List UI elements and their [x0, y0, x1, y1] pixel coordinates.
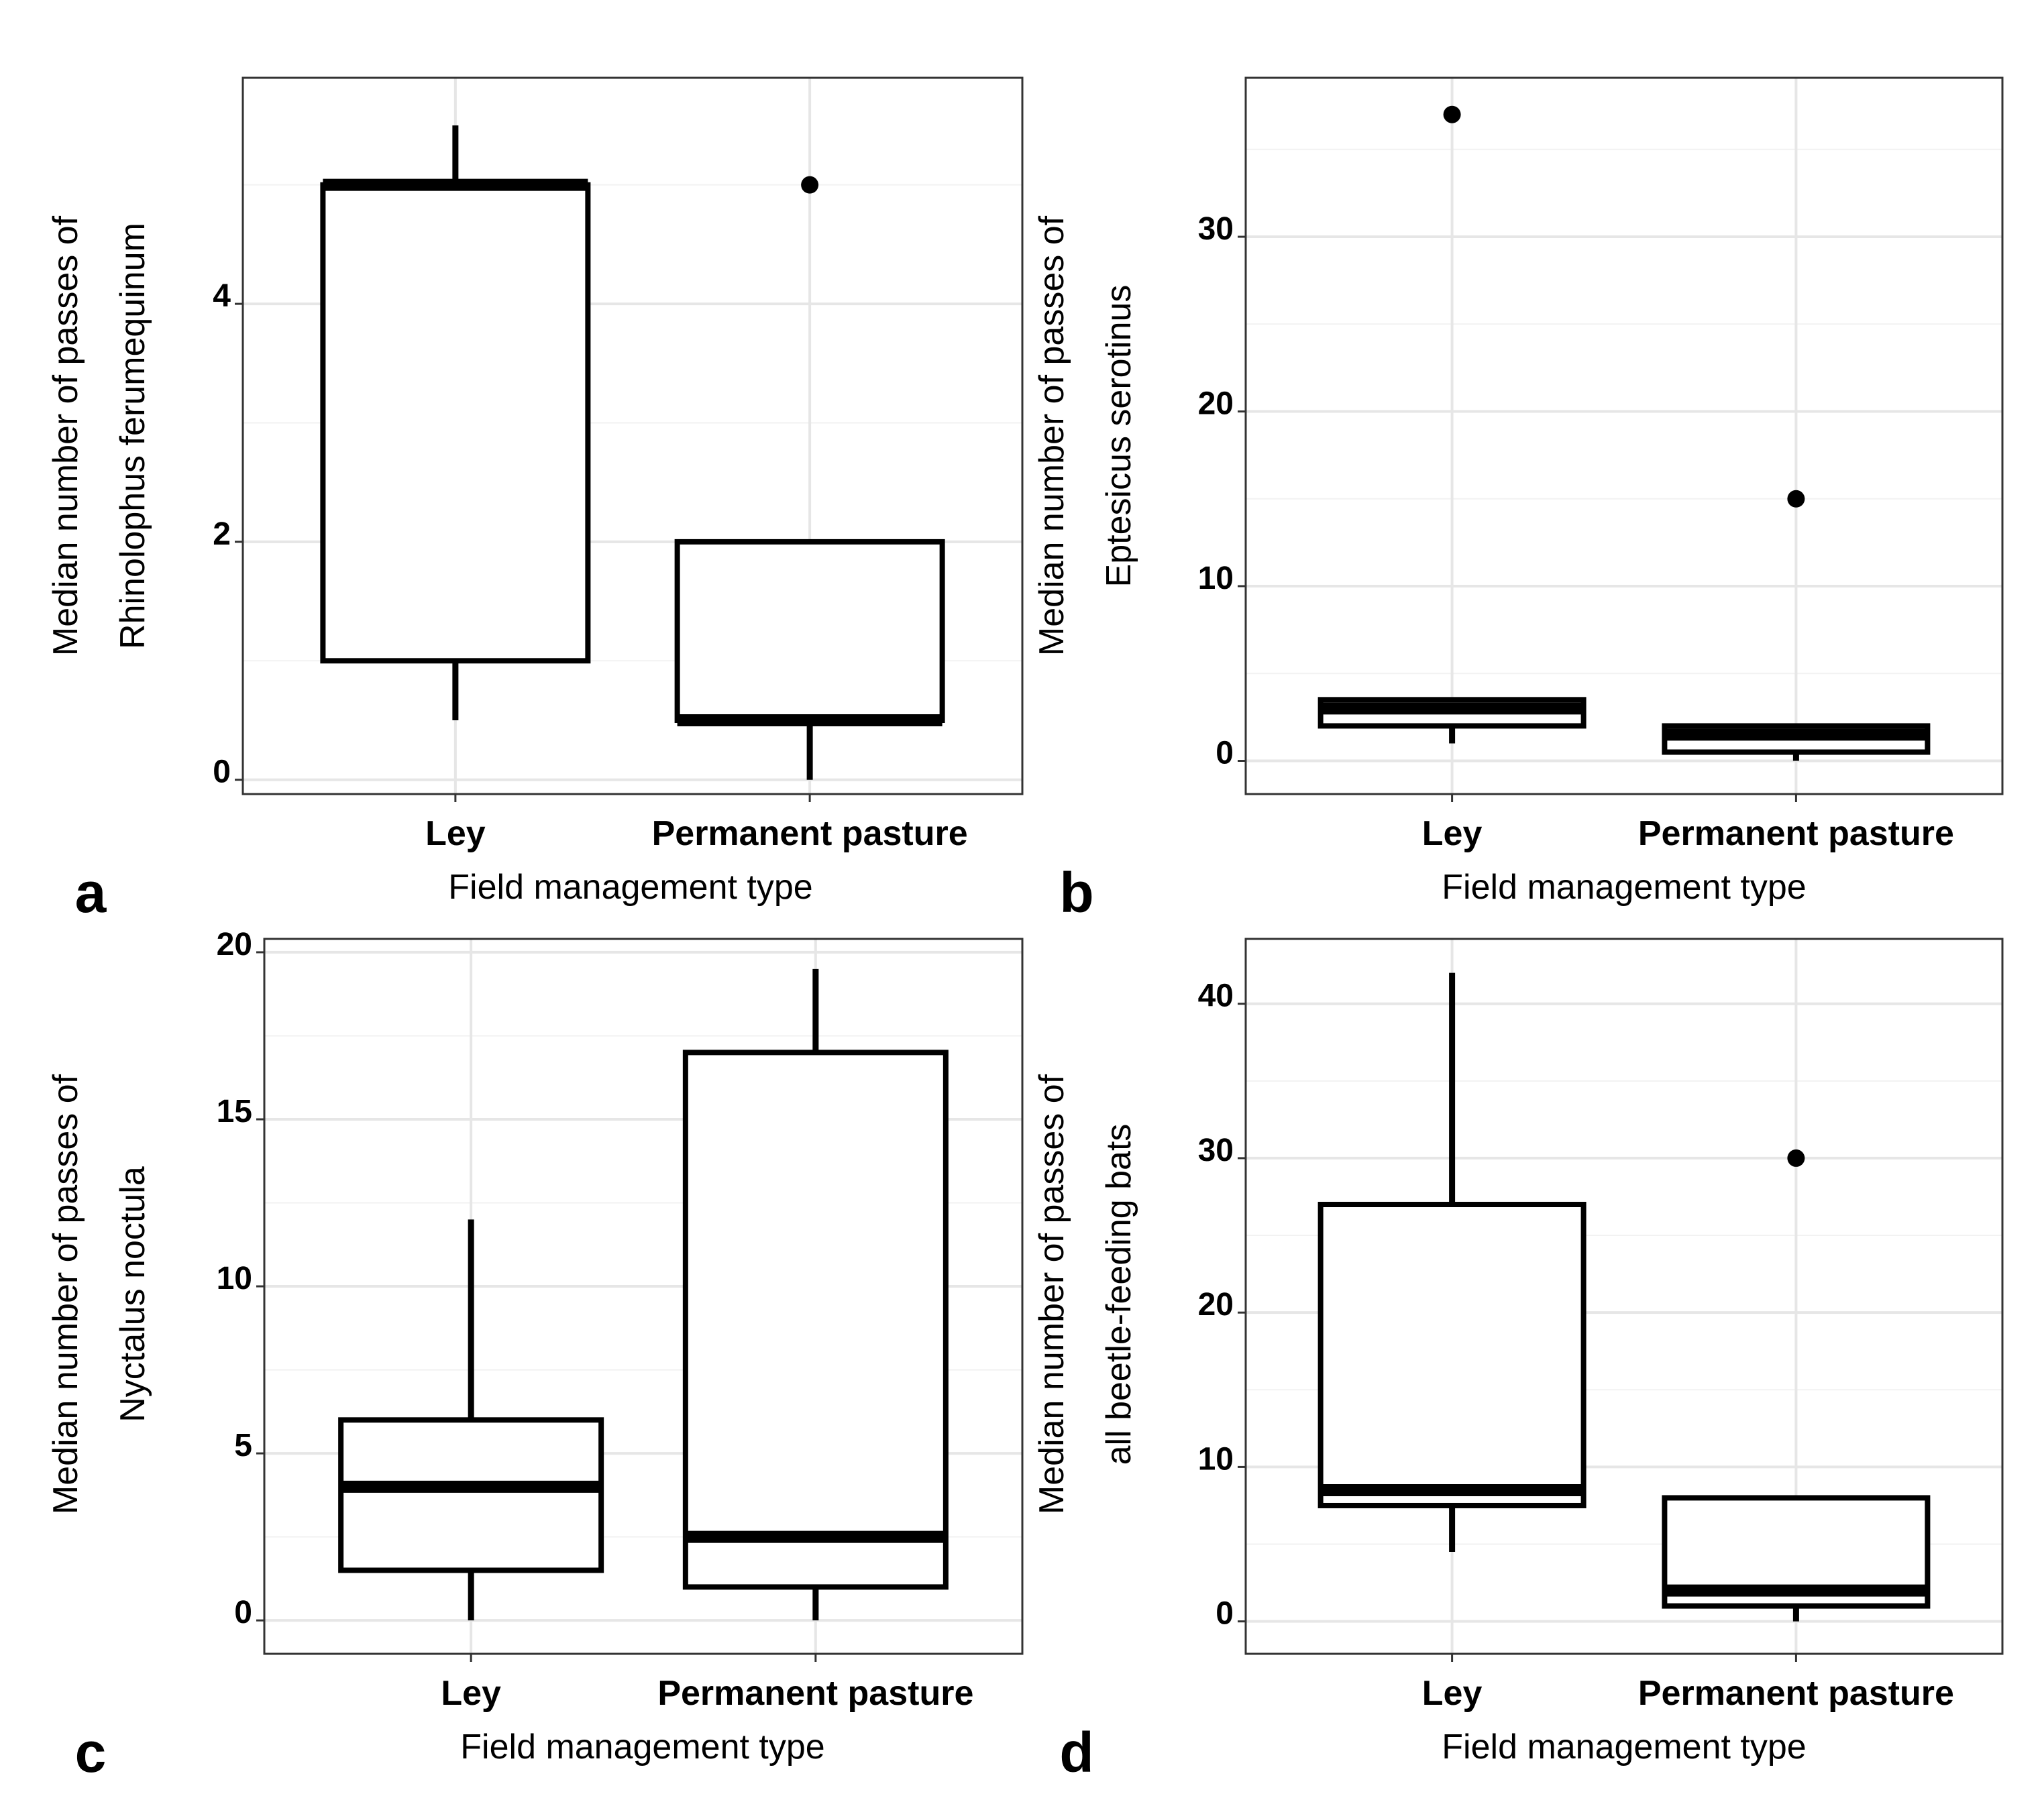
y-tick-label: 30	[1198, 1133, 1234, 1168]
panel-label: d	[1059, 1721, 1093, 1784]
y-axis-title-line-1: Median number of passes of	[46, 1074, 85, 1514]
y-tick-label: 10	[217, 1261, 252, 1296]
y-tick-label: 0	[1216, 736, 1234, 771]
y-tick-label: 20	[1198, 1287, 1234, 1323]
y-axis-title-line-2: Rhinolophus ferumequinum	[113, 223, 152, 649]
x-tick-label: Permanent pasture	[1638, 814, 1954, 853]
y-tick-label: 2	[213, 516, 231, 552]
panel-label: c	[75, 1721, 107, 1784]
y-tick-label: 0	[1216, 1596, 1234, 1632]
x-tick-label: Ley	[425, 814, 486, 853]
y-tick-label: 10	[1198, 1441, 1234, 1477]
outlier-point-permanent-pasture	[801, 176, 819, 194]
box-ley	[320, 182, 591, 664]
y-axis-title-line-1: Median number of passes of	[46, 215, 85, 656]
y-axis-title-line-1: Median number of passes of	[1032, 215, 1071, 656]
y-tick-label: 4	[213, 278, 231, 314]
y-tick-label: 15	[217, 1094, 252, 1129]
panel-label: a	[75, 861, 107, 924]
panel-label: b	[1059, 861, 1093, 924]
plot-border	[241, 76, 1024, 795]
x-tick-label: Permanent pasture	[1638, 1674, 1954, 1713]
panel-d: 0 10 20 30 40 Ley Permanent pasture Field manag…	[1032, 938, 2004, 1784]
y-tick-label: 40	[1198, 978, 1234, 1014]
y-tick-label: 5	[234, 1428, 252, 1463]
x-axis-title: Field management type	[1442, 868, 1806, 907]
x-axis-title: Field management type	[1442, 1728, 1806, 1766]
y-axis-title-line-2: Nyctalus noctula	[113, 1166, 152, 1422]
y-axis-title-line-2: Eptesicus serotinus	[1099, 285, 1138, 587]
outlier-point-ley	[1443, 105, 1461, 123]
plot-border	[1244, 938, 2004, 1655]
y-tick-label: 0	[213, 754, 231, 790]
y-tick-label: 20	[1198, 386, 1234, 422]
y-tick-label: 30	[1198, 211, 1234, 247]
plot-border	[1244, 76, 2004, 795]
x-axis-title: Field management type	[448, 868, 812, 907]
box-ley	[338, 1417, 604, 1573]
x-tick-label: Ley	[441, 1674, 501, 1713]
x-axis-title: Field management type	[460, 1728, 824, 1766]
panel-b: 0 10 20 30 Ley Permanent pasture Field managem…	[1032, 76, 2004, 924]
outlier-point-permanent-pasture	[1787, 490, 1805, 508]
y-axis-title-line-2: all beetle-feeding bats	[1099, 1124, 1138, 1465]
plot-background	[1246, 78, 2002, 794]
x-tick-label: Permanent pasture	[657, 1674, 973, 1713]
x-tick-label: Ley	[1422, 814, 1483, 853]
panel-c: 0 5 10 15 20 Ley Permanent pasture Field manage…	[46, 927, 1024, 1784]
y-tick-label: 10	[1198, 561, 1234, 596]
x-tick-label: Permanent pasture	[652, 814, 968, 853]
x-tick-label: Ley	[1422, 1674, 1483, 1713]
plot-border	[263, 938, 1024, 1655]
y-axis-title-line-1: Median number of passes of	[1032, 1074, 1071, 1514]
y-tick-label: 0	[234, 1595, 252, 1630]
box-permanent-pasture	[682, 1050, 949, 1590]
y-tick-label: 20	[217, 927, 252, 962]
panel-a: 0 2 4 Ley Permanent pasture Field management …	[46, 76, 1024, 924]
box-ley	[1317, 1202, 1586, 1508]
box-permanent-pasture	[674, 539, 945, 724]
outlier-point-permanent-pasture	[1787, 1149, 1805, 1167]
